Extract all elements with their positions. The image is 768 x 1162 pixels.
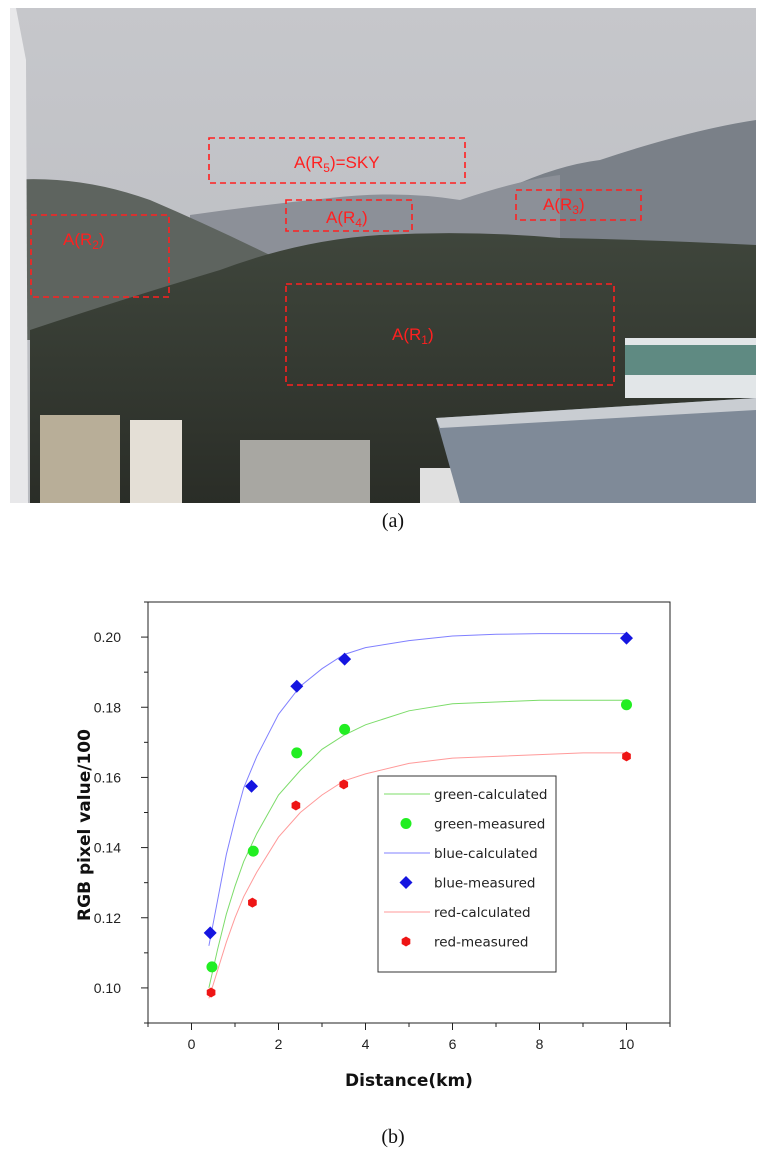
chart-axes: 0 2 4 6 8 10 0.10 0.12 0.14 0.16 0.18 0.20 xyxy=(94,601,671,1052)
caption-b: (b) xyxy=(381,1126,405,1148)
y-tick-label: 0.20 xyxy=(94,629,121,645)
chart-markers xyxy=(203,631,633,998)
data-point-green-measured xyxy=(339,723,351,735)
data-point-red-measured xyxy=(339,779,349,790)
building-right-roof xyxy=(436,398,756,428)
building-white xyxy=(130,420,182,503)
y-axis-title: RGB pixel value/100 xyxy=(75,729,95,921)
data-point-green-measured xyxy=(621,699,632,711)
legend-label-blue-calculated: blue-calculated xyxy=(434,846,538,862)
tall-building xyxy=(10,8,28,503)
data-point-blue-measured xyxy=(338,652,352,666)
data-point-red-measured xyxy=(248,897,257,908)
data-point-green-measured xyxy=(206,961,218,973)
rgb-distance-chart: 0 2 4 6 8 10 0.10 0.12 0.14 0.16 0.18 0.20 Distance… xyxy=(75,601,671,1091)
chart-legend: green-calculated green-measured blue-calcu… xyxy=(377,775,557,973)
series-line-green-calculated xyxy=(208,699,627,989)
caption-a: (a) xyxy=(381,510,405,532)
roi-label-r5: A(R5)=SKY xyxy=(294,153,380,175)
series-line-blue-calculated xyxy=(208,633,627,946)
data-point-red-measured xyxy=(206,987,216,998)
x-axis-title: Distance(km) xyxy=(345,1071,473,1091)
x-tick-label: 10 xyxy=(619,1036,635,1052)
roi-label-r2: A(R2) xyxy=(63,230,105,252)
legend-label-green-calculated: green-calculated xyxy=(434,787,547,803)
building-left xyxy=(40,415,120,503)
data-point-green-measured xyxy=(291,747,303,759)
roi-box-r3 xyxy=(515,189,642,221)
building-mid xyxy=(240,440,370,503)
y-tick-label: 0.10 xyxy=(94,980,121,996)
legend-swatch-red-measured xyxy=(401,936,411,947)
x-tick-label: 2 xyxy=(275,1036,283,1052)
legend-swatch-blue-measured xyxy=(399,876,413,889)
data-point-blue-measured xyxy=(203,926,217,940)
chart-lines xyxy=(208,633,627,999)
x-tick-label: 6 xyxy=(449,1036,457,1052)
y-tick-label: 0.12 xyxy=(94,910,121,926)
data-point-red-measured xyxy=(291,800,301,811)
data-point-green-measured xyxy=(247,845,259,857)
y-tick-label: 0.16 xyxy=(94,769,121,785)
data-point-blue-measured xyxy=(290,679,304,693)
x-tick-label: 4 xyxy=(362,1036,370,1052)
y-tick-label: 0.14 xyxy=(94,840,121,856)
roi-label-r4: A(R4) xyxy=(326,208,368,230)
roi-label-r3: A(R3) xyxy=(543,195,585,217)
x-tick-label: 0 xyxy=(188,1036,196,1052)
x-tick-label: 8 xyxy=(536,1036,544,1052)
legend-label-red-measured: red-measured xyxy=(434,935,528,951)
building-right-main xyxy=(436,398,756,503)
legend-swatch-green-measured xyxy=(400,818,412,829)
series-line-red-calculated xyxy=(208,752,627,999)
data-point-blue-measured xyxy=(245,779,259,793)
roi-label-r1: A(R1) xyxy=(392,325,434,347)
landscape-photo: A(R5)=SKY A(R2) A(R4) A(R3) A(R1) xyxy=(10,8,756,504)
legend-label-blue-measured: blue-measured xyxy=(434,876,536,892)
legend-label-red-calculated: red-calculated xyxy=(434,905,531,921)
data-point-red-measured xyxy=(622,751,631,762)
y-tick-label: 0.18 xyxy=(94,699,121,715)
roi-box-r1 xyxy=(285,283,615,386)
data-point-blue-measured xyxy=(620,631,633,645)
legend-label-green-measured: green-measured xyxy=(434,817,545,833)
roi-box-r4 xyxy=(285,199,413,232)
building-right-windows xyxy=(625,345,756,375)
